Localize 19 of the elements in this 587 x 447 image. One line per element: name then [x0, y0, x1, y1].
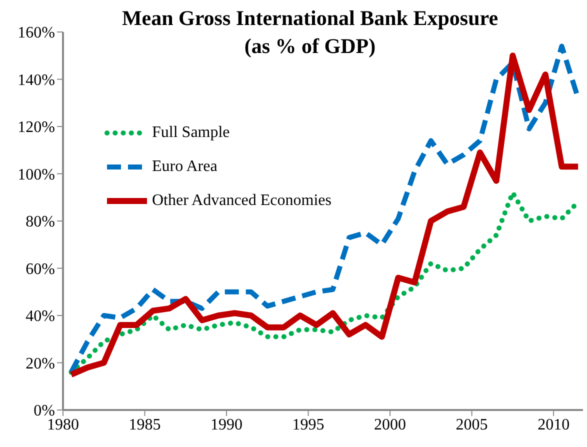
y-tick-label: 160%	[18, 24, 55, 42]
y-tick-label: 80%	[26, 214, 55, 231]
x-tick-label: 2010	[538, 416, 570, 434]
y-tick-label: 140%	[18, 72, 55, 89]
chart-subtitle: (as % of GDP)	[243, 33, 377, 60]
y-tick-label: 20%	[26, 355, 55, 372]
y-tick-label: 120%	[18, 119, 55, 136]
x-tick-label: 1990	[210, 416, 243, 434]
y-tick-label: 40%	[26, 308, 55, 326]
x-tick-label: 2000	[374, 416, 406, 434]
legend-label: Other Advanced Economies	[152, 192, 332, 210]
x-tick-label: 2005	[456, 416, 488, 434]
y-tick-label: 100%	[18, 166, 55, 184]
chart-title: Mean Gross International Bank Exposure	[120, 5, 500, 32]
legend-label: Full Sample	[152, 124, 230, 142]
y-tick-label: 60%	[26, 260, 55, 278]
x-tick-label: 1985	[128, 416, 161, 434]
legend-label: Euro Area	[152, 158, 218, 176]
x-tick-label: 1995	[292, 416, 324, 434]
